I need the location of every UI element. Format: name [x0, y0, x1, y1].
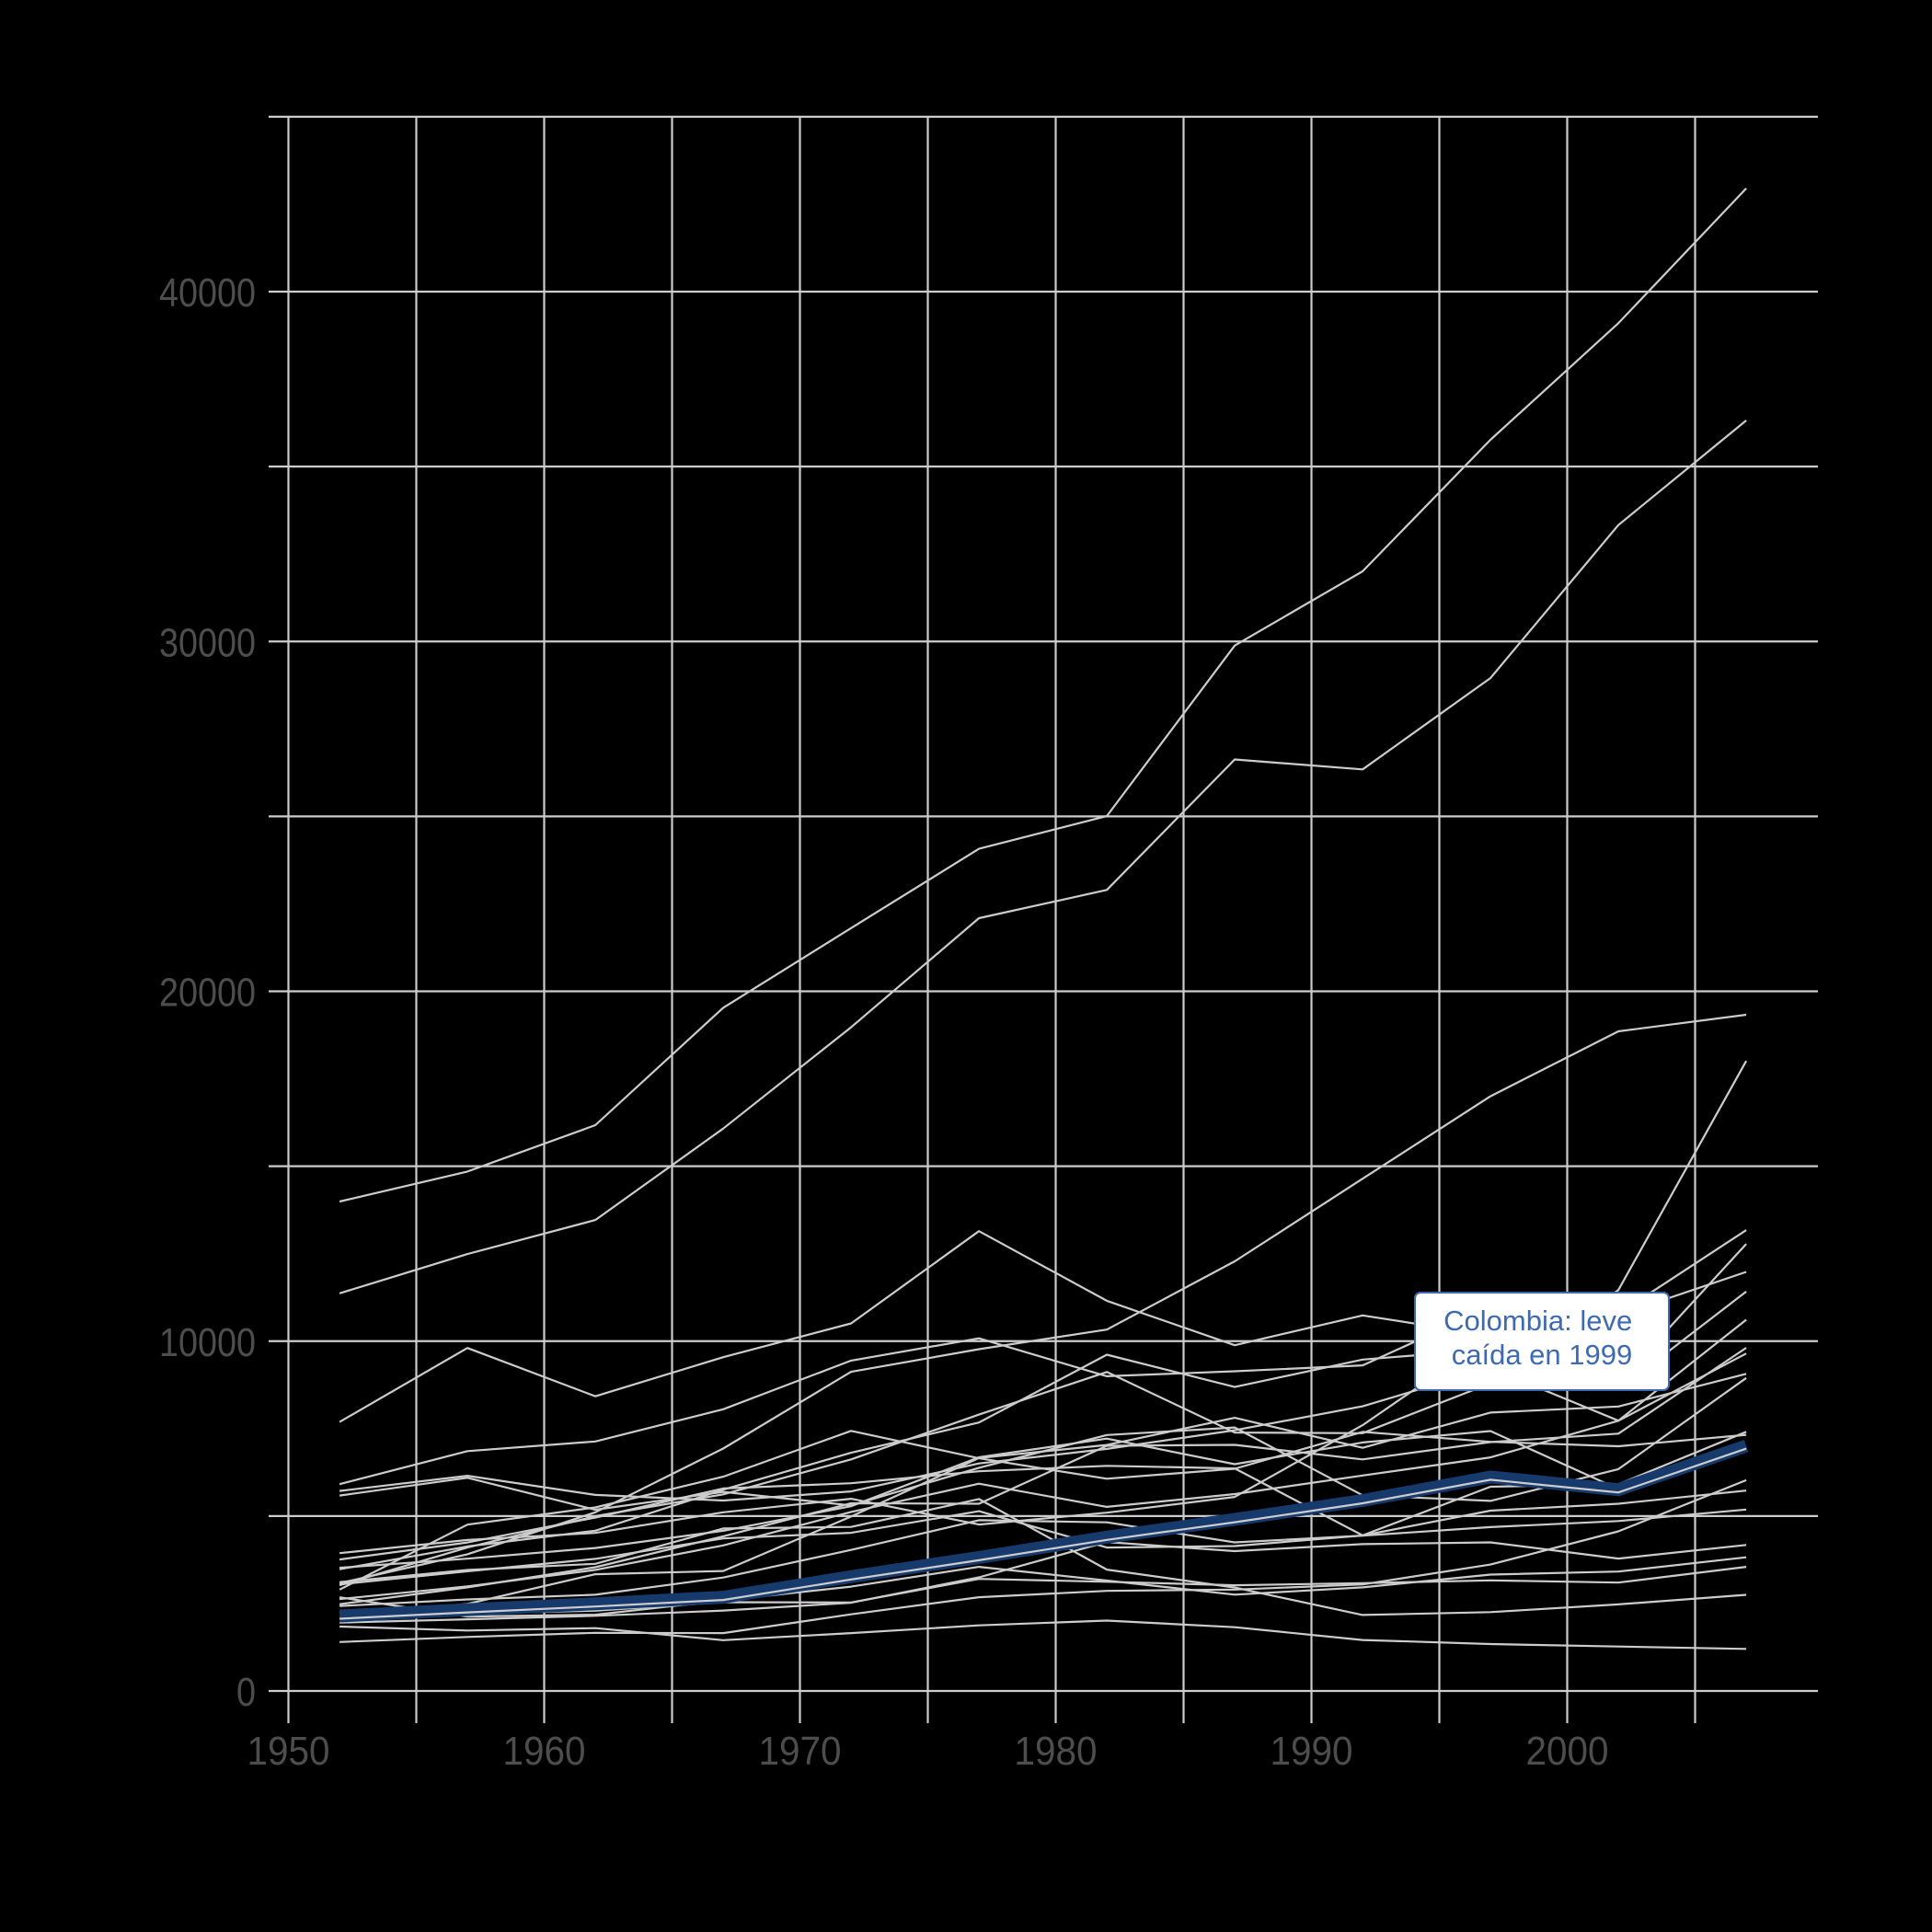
- y-tick-label: 30000: [159, 620, 256, 665]
- x-tick-label: 1970: [759, 1729, 842, 1774]
- highlighted-country-line: [339, 1439, 1749, 1623]
- country-line: [339, 1556, 1747, 1618]
- annotation-line-2: caída en 1999: [1451, 1339, 1633, 1371]
- y-tick-label: 40000: [159, 270, 256, 316]
- x-tick-label: 1950: [247, 1729, 330, 1774]
- country-line: [339, 1347, 1747, 1605]
- axis-ticks: [287, 1691, 1696, 1723]
- colombia-highlight-line: [339, 1439, 1749, 1623]
- x-tick-label: 2000: [1526, 1729, 1609, 1774]
- colombia-line: [339, 1447, 1747, 1620]
- country-lines: [339, 188, 1748, 1650]
- annotation-line-1: Colombia: leve: [1443, 1305, 1640, 1337]
- country-line: [339, 1619, 1747, 1650]
- country-line: [339, 1540, 1747, 1624]
- y-tick-label: 10000: [159, 1320, 256, 1365]
- country-line: [339, 420, 1747, 1294]
- y-axis-labels: 0 10000 20000 30000 40000: [159, 270, 256, 1715]
- country-line: [339, 1478, 1747, 1643]
- country-line: [339, 1489, 1747, 1586]
- country-line: [339, 1508, 1747, 1607]
- x-tick-label: 1980: [1015, 1729, 1098, 1774]
- y-tick-label: 0: [236, 1670, 256, 1715]
- y-tick-label: 20000: [159, 971, 256, 1016]
- x-tick-label: 1960: [503, 1729, 586, 1774]
- x-tick-label: 1990: [1271, 1729, 1353, 1774]
- country-line: [339, 1352, 1747, 1601]
- country-line: [339, 1376, 1747, 1512]
- annotation-label: Colombia: leve caída en 1999: [1414, 1292, 1670, 1391]
- x-axis-labels: 1950 1960 1970 1980 1990 2000: [247, 1729, 1609, 1774]
- country-line: [339, 188, 1747, 1203]
- country-line: [339, 1498, 1747, 1616]
- country-line: [339, 1013, 1747, 1584]
